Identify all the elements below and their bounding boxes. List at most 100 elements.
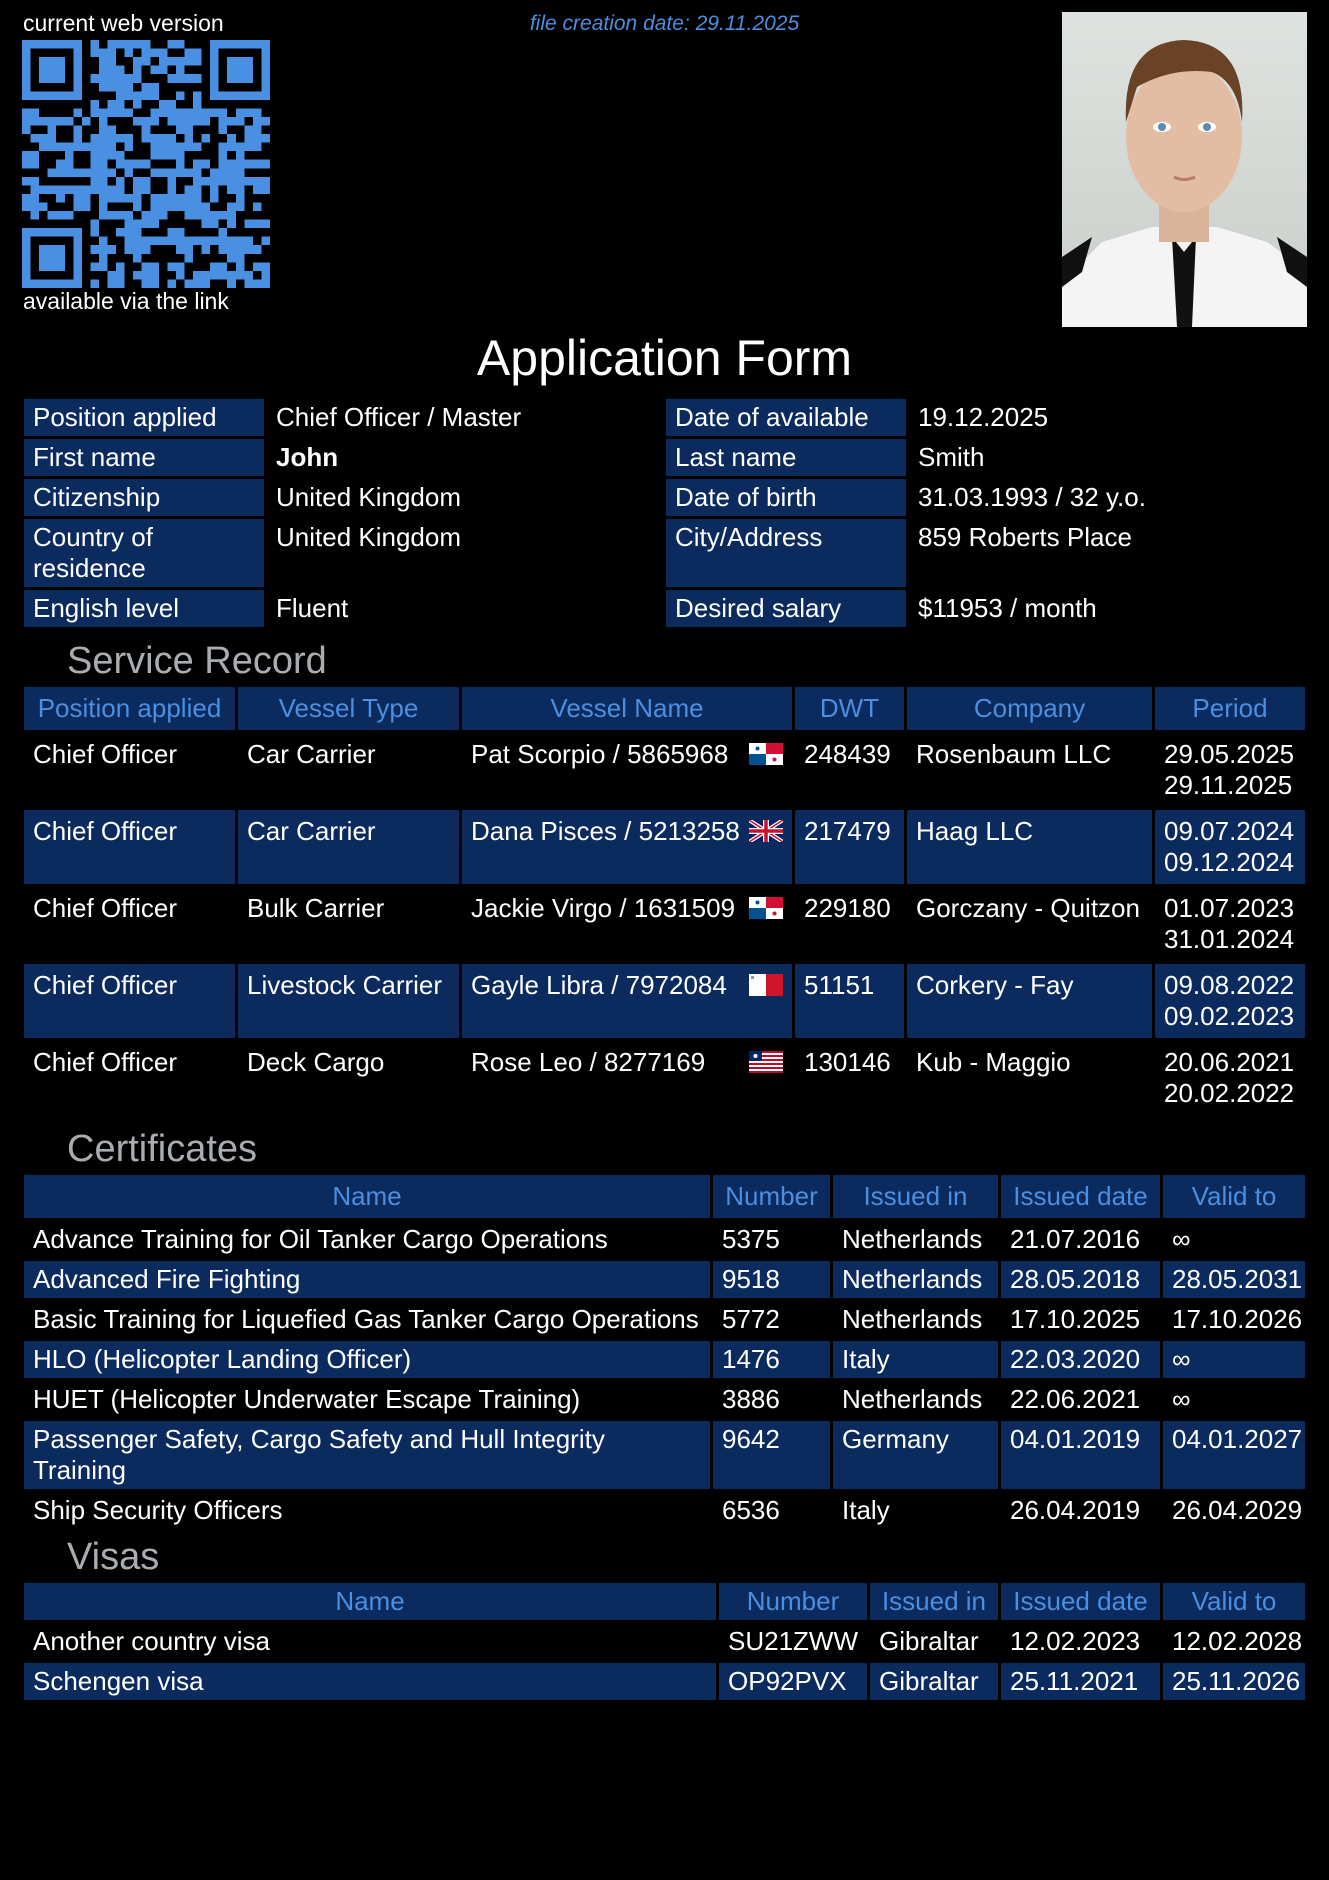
certificates-table: Name Number Issued in Issued date Valid to Ad… [21,1172,1308,1532]
info-value: 19.12.2025 [918,402,1049,432]
name-cell: Ship Security Officers [33,1495,283,1525]
dwt-cell: 248439 [804,739,891,769]
company-cell: Kub - Maggio [916,1047,1071,1077]
info-value: 859 Roberts Place [918,522,1132,552]
issued-date-cell: 04.01.2019 [1001,1421,1160,1489]
vessel-name-cell: Jackie Virgo / 1631509 [462,887,792,961]
personal-info-table: Position applied Chief Officer / Master Da… [21,396,1308,630]
flag-panama-icon [749,897,783,919]
name-cell: Schengen visa [24,1663,716,1700]
valid-to-cell: 17.10.2026 [1172,1304,1303,1334]
number-cell: 1476 [713,1341,830,1378]
info-value: United Kingdom [276,522,461,552]
page-title: Application Form [476,330,853,386]
info-label: Date of birth [666,479,906,516]
issued-date-cell: 28.05.2018 [1001,1261,1160,1298]
table-row: Advanced Fire Fighting 9518 Netherlands 28.… [24,1261,1305,1298]
info-value: Chief Officer / Master [276,402,522,432]
name-cell: Advance Training for Oil Tanker Cargo Op… [33,1224,608,1254]
column-header: Issued date [1001,1175,1160,1218]
vessel-type-cell: Bulk Carrier [247,893,385,923]
name-cell: Advanced Fire Fighting [24,1261,710,1298]
dwt-cell: 217479 [795,810,904,884]
info-label: Desired salary [666,590,906,627]
flag-liberia-icon [749,1051,783,1073]
issued-in-cell: Italy [842,1495,890,1525]
service-record-table: Position applied Vessel Type Vessel Name DW… [21,684,1308,1118]
info-label: City/Address [666,519,906,587]
column-header: Company [907,687,1152,730]
column-header: Period [1155,687,1305,730]
info-label: First name [24,439,264,476]
info-row: Position applied Chief Officer / Master Da… [24,399,1305,436]
vessel-type-cell: Car Carrier [247,739,376,769]
applicant-photo [1062,12,1307,327]
issued-date-cell: 22.06.2021 [1010,1384,1141,1414]
number-cell: 3886 [722,1384,780,1414]
period-to: 09.12.2024 [1164,847,1295,877]
qr-top-caption: current web version [23,10,224,36]
issued-date-cell: 17.10.2025 [1010,1304,1141,1334]
issued-in-cell: Netherlands [833,1261,998,1298]
qr-code[interactable] [22,40,270,288]
vessel-name: Jackie Virgo / 1631509 [471,893,736,923]
file-creation-date: file creation date: 29.11.2025 [529,12,800,35]
valid-to-cell: 12.02.2028 [1172,1626,1303,1656]
issued-date-cell: 21.07.2016 [1010,1224,1141,1254]
position-cell: Chief Officer [33,893,178,923]
table-row: Another country visa SU21ZWW Gibraltar 12.0… [24,1623,1305,1660]
info-value: Smith [918,442,985,472]
column-header: Name [24,1583,716,1620]
position-cell: Chief Officer [24,810,235,884]
info-row: English level Fluent Desired salary $11953 … [24,590,1305,627]
issued-date-cell: 25.11.2021 [1001,1663,1160,1700]
column-header: Valid to [1163,1175,1305,1218]
info-value: United Kingdom [276,482,461,512]
period-cell: 01.07.2023 31.01.2024 [1155,887,1305,961]
table-row: Basic Training for Liquefied Gas Tanker … [24,1301,1305,1338]
company-cell: Gorczany - Quitzon [916,893,1140,923]
vessel-name-cell: Rose Leo / 8277169 [462,1041,792,1115]
name-cell: HLO (Helicopter Landing Officer) [24,1341,710,1378]
position-cell: Chief Officer [33,739,178,769]
table-row: Ship Security Officers 6536 Italy 26.04.201… [24,1492,1305,1529]
column-header: Position applied [24,687,235,730]
name-cell: HUET (Helicopter Underwater Escape Train… [33,1384,581,1414]
dwt-cell: 229180 [804,893,891,923]
number-cell: OP92PVX [719,1663,867,1700]
name-cell: Another country visa [33,1626,271,1656]
name-cell: Passenger Safety, Cargo Safety and Hull … [24,1421,710,1489]
valid-to-cell: ∞ [1172,1224,1191,1254]
flag-uk-icon [749,820,783,842]
flag-panama-icon [749,743,783,765]
vessel-name: Pat Scorpio / 5865968 [471,739,729,769]
service-record-heading: Service Record [67,640,327,682]
dwt-cell: 130146 [804,1047,891,1077]
info-label: Last name [666,439,906,476]
column-header: DWT [795,687,904,730]
vessel-type-cell: Car Carrier [238,810,459,884]
valid-to-cell: 04.01.2027 [1163,1421,1305,1489]
table-row: Chief Officer Deck Cargo Rose Leo / 827716… [24,1041,1305,1115]
valid-to-cell: ∞ [1163,1341,1305,1378]
column-header: Issued date [1001,1583,1160,1620]
info-value: $11953 / month [918,593,1097,623]
visas-heading: Visas [67,1536,160,1578]
issued-date-cell: 22.03.2020 [1001,1341,1160,1378]
info-label: Date of available [666,399,906,436]
position-cell: Chief Officer [33,1047,178,1077]
vessel-name-cell: Gayle Libra / 7972084 [462,964,792,1038]
info-row: Citizenship United Kingdom Date of birth 31… [24,479,1305,516]
name-cell: Basic Training for Liquefied Gas Tanker … [33,1304,699,1334]
issued-in-cell: Gibraltar [879,1626,979,1656]
number-cell: 9518 [713,1261,830,1298]
flag-malta-icon [749,974,783,996]
vessel-name-cell: Dana Pisces / 5213258 [462,810,792,884]
certificates-heading: Certificates [67,1128,258,1170]
table-row: Passenger Safety, Cargo Safety and Hull … [24,1421,1305,1489]
info-value: Fluent [276,593,349,623]
period-to: 31.01.2024 [1164,924,1295,954]
column-header: Vessel Name [462,687,792,730]
table-row: Advance Training for Oil Tanker Cargo Op… [24,1221,1305,1258]
vessel-type-cell: Deck Cargo [247,1047,385,1077]
